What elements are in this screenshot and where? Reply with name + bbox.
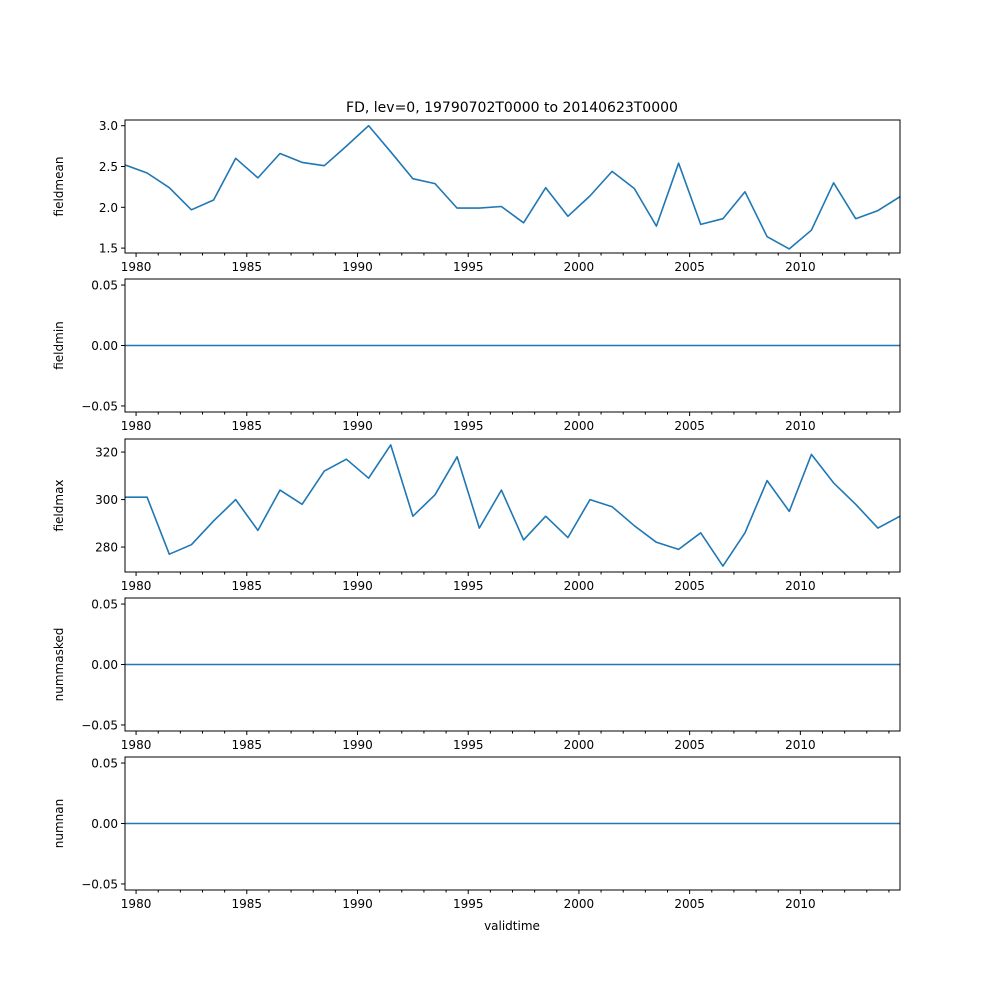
nummasked-x-tick-label: 1980 [121, 738, 152, 752]
fieldmean-x-tick-label: 1980 [121, 260, 152, 274]
panel-fieldmin: −0.05 0.00 0.05 1980 1985 1990 1995 2000 2005 201… [52, 278, 901, 433]
fieldmean-x-tick-label: 1985 [232, 260, 263, 274]
fieldmax-x-tick-label: 1985 [232, 579, 263, 593]
fieldmean-x-tick-label: 2000 [564, 260, 595, 274]
chart-title: FD, lev=0, 19790702T0000 to 20140623T000… [346, 100, 678, 116]
fieldmean-series-line [124, 124, 901, 250]
fieldmin-y-tick-label: 0.00 [91, 339, 118, 353]
nummasked-x-tick-label: 2000 [564, 738, 595, 752]
numnan-y-tick-label: 0.00 [91, 817, 118, 831]
numnan-x-tick-label: 2005 [674, 897, 705, 911]
fieldmean-y-tick-label: 1.5 [99, 242, 118, 256]
fieldmin-y-tick-label: −0.05 [81, 399, 118, 413]
fieldmean-y-tick-label: 2.0 [99, 201, 118, 215]
fieldmean-x-tick-label: 2005 [674, 260, 705, 274]
fieldmin-x-tick-label: 1995 [453, 419, 484, 433]
nummasked-x-tick-label: 2010 [785, 738, 816, 752]
fieldmax-x-tick-label: 1980 [121, 579, 152, 593]
numnan-x-tick-label: 2010 [785, 897, 816, 911]
fieldmin-x-tick-label: 2000 [564, 419, 595, 433]
fieldmin-x-tick-label: 1985 [232, 419, 263, 433]
numnan-y-tick-label: 0.05 [91, 757, 118, 771]
numnan-x-tick-label: 1995 [453, 897, 484, 911]
fieldmax-x-tick-label: 1990 [342, 579, 373, 593]
nummasked-x-tick-label: 2005 [674, 738, 705, 752]
fieldmax-y-tick-label: 320 [95, 446, 118, 460]
nummasked-y-tick-label: 0.00 [91, 658, 118, 672]
panel-fieldmax: 280 300 320 1980 1985 1990 1995 2000 2005 2010 fie… [52, 438, 901, 593]
fieldmin-y-axis-label: fieldmin [52, 321, 66, 370]
fieldmean-x-tick-label: 1990 [342, 260, 373, 274]
fieldmax-x-tick-label: 2010 [785, 579, 816, 593]
fieldmin-x-tick-label: 2010 [785, 419, 816, 433]
numnan-y-axis-label: numnan [52, 799, 66, 848]
fieldmax-x-tick-label: 2000 [564, 579, 595, 593]
fieldmax-series-line [125, 444, 901, 567]
panel-nummasked: −0.05 0.00 0.05 1980 1985 1990 1995 2000 2005 201… [52, 597, 901, 752]
nummasked-x-tick-label: 1990 [342, 738, 373, 752]
fieldmax-y-tick-label: 300 [95, 493, 118, 507]
fieldmean-y-tick-label: 2.5 [99, 160, 118, 174]
panel-numnan: −0.05 0.00 0.05 1980 1985 1990 1995 2000 2005 201… [52, 756, 901, 911]
numnan-x-tick-label: 1990 [342, 897, 373, 911]
nummasked-x-tick-label: 1995 [453, 738, 484, 752]
numnan-x-tick-label: 1980 [121, 897, 152, 911]
nummasked-y-axis-label: nummasked [52, 628, 66, 702]
fieldmin-x-tick-label: 2005 [674, 419, 705, 433]
fieldmin-x-tick-label: 1990 [342, 419, 373, 433]
panel-fieldmean: 1.5 2.0 2.5 3.0 1980 1985 1990 1995 2000 2005 2010… [52, 119, 901, 274]
fieldmax-y-tick-label: 280 [95, 541, 118, 555]
x-axis-label: validtime [484, 919, 540, 933]
fieldmin-y-tick-label: 0.05 [91, 279, 118, 293]
fieldmean-x-tick-label: 2010 [785, 260, 816, 274]
numnan-x-tick-label: 1985 [232, 897, 263, 911]
fieldmean-y-axis-label: fieldmean [52, 157, 66, 217]
panels: 1.5 2.0 2.5 3.0 1980 1985 1990 1995 2000 2005 2010… [52, 119, 901, 911]
fieldmean-y-tick-label: 3.0 [99, 119, 118, 133]
numnan-y-tick-label: −0.05 [81, 877, 118, 891]
nummasked-y-tick-label: −0.05 [81, 718, 118, 732]
fieldmax-x-tick-label: 1995 [453, 579, 484, 593]
fieldmean-x-tick-label: 1995 [453, 260, 484, 274]
fieldmax-y-axis-label: fieldmax [52, 479, 66, 531]
nummasked-y-tick-label: 0.05 [91, 598, 118, 612]
numnan-x-tick-label: 2000 [564, 897, 595, 911]
nummasked-x-tick-label: 1985 [232, 738, 263, 752]
fieldmax-x-tick-label: 2005 [674, 579, 705, 593]
fieldmin-x-tick-label: 1980 [121, 419, 152, 433]
